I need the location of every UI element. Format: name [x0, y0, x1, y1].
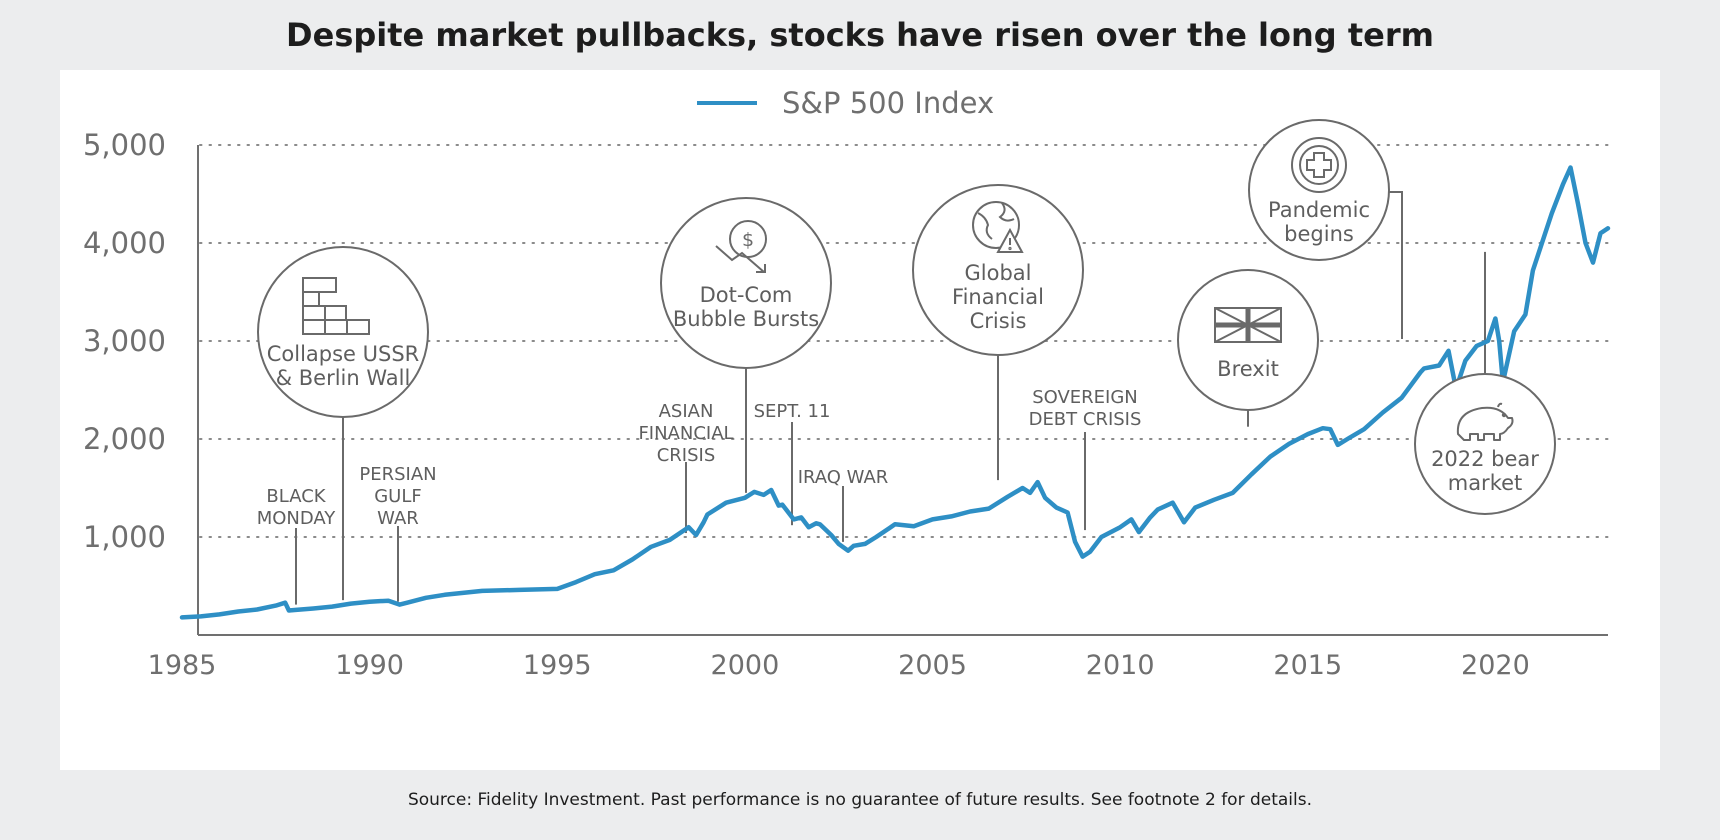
chart-title: Despite market pullbacks, stocks have ri…	[286, 16, 1434, 54]
annotation-label: Crisis	[970, 309, 1027, 333]
annotation-leader	[1389, 191, 1403, 339]
y-tick-label: 5,000	[83, 128, 166, 162]
x-tick-label: 2015	[1273, 650, 1342, 681]
annotation-label: Brexit	[1217, 357, 1279, 381]
annotation-black-monday: BLACK MONDAY	[257, 486, 337, 529]
source-note: Source: Fidelity Investment. Past perfor…	[407, 790, 1313, 810]
annotation-circle	[1414, 373, 1556, 515]
annotation-label: Collapse USSR	[267, 342, 420, 366]
y-tick-label: 4,000	[83, 226, 166, 260]
x-tick-label: 2000	[711, 650, 780, 681]
annotation-label: WAR	[377, 508, 419, 529]
annotation-label: market	[1448, 471, 1523, 495]
annotation-persian-gulf-war: PERSIAN GULF WAR	[359, 464, 436, 529]
x-tick-label: 2010	[1086, 650, 1155, 681]
annotation-label: GULF	[374, 486, 422, 507]
annotation-label: Global	[965, 261, 1032, 285]
annotation-label: FINANCIAL	[638, 423, 733, 444]
y-axis-ticks: 1,000 2,000 3,000 4,000 5,000	[83, 128, 166, 554]
globe-warning-icon	[972, 201, 1024, 253]
annotation-leaders	[295, 191, 1486, 605]
medical-cross-icon	[1291, 137, 1347, 193]
brick-wall-icon	[302, 277, 370, 335]
annotation-circle	[1248, 119, 1390, 261]
annotation-label: Financial	[952, 285, 1044, 309]
annotation-label: SOVEREIGN	[1032, 387, 1138, 408]
union-jack-icon	[1214, 307, 1282, 343]
legend-label: S&P 500 Index	[782, 86, 994, 120]
annotation-label: SEPT. 11	[754, 401, 831, 422]
annotation-label: Bubble Bursts	[673, 307, 819, 331]
dollar-down-icon: $	[715, 220, 767, 273]
annotation-label: MONDAY	[257, 508, 337, 529]
legend: S&P 500 Index	[697, 86, 994, 120]
y-tick-label: 2,000	[83, 422, 166, 456]
annotation-label: ASIAN	[659, 401, 714, 422]
annotation-circle	[912, 184, 1084, 356]
grid-lines	[199, 144, 1609, 538]
annotation-label: PERSIAN	[359, 464, 436, 485]
annotation-pandemic: Pandemic begins	[1248, 119, 1390, 261]
x-tick-label: 2005	[898, 650, 967, 681]
line-chart: 1,000 2,000 3,000 4,000 5,000 1985 1990 1995 20…	[83, 86, 1611, 681]
annotation-label: Pandemic	[1268, 198, 1370, 222]
annotation-bear-market: 2022 bear market	[1414, 373, 1556, 515]
x-tick-label: 1990	[335, 650, 404, 681]
annotation-label: begins	[1284, 222, 1354, 246]
annotation-sovereign-debt-crisis: SOVEREIGN DEBT CRISIS	[1029, 387, 1142, 430]
annotation-label: BLACK	[266, 486, 326, 507]
annotation-label: Dot-Com	[700, 283, 793, 307]
annotation-brexit: Brexit	[1177, 269, 1319, 411]
annotation-global-financial-crisis: Global Financial Crisis	[912, 184, 1084, 356]
annotation-asian-financial-crisis: ASIAN FINANCIAL CRISIS	[638, 401, 733, 466]
annotation-label: 2022 bear	[1431, 447, 1539, 471]
x-tick-label: 2020	[1461, 650, 1530, 681]
svg-text:$: $	[742, 229, 754, 251]
y-tick-label: 1,000	[83, 520, 166, 554]
annotation-label: DEBT CRISIS	[1029, 409, 1142, 430]
annotation-label: IRAQ WAR	[798, 467, 889, 488]
annotation-dot-com: $ Dot-Com Bubble Bursts	[660, 197, 832, 369]
series-line-sp500	[179, 165, 1611, 620]
x-tick-label: 1995	[523, 650, 592, 681]
annotation-iraq-war: IRAQ WAR	[798, 467, 889, 488]
annotation-collapse-ussr: Collapse USSR & Berlin Wall	[257, 246, 429, 418]
annotation-label: & Berlin Wall	[276, 366, 411, 390]
x-tick-label: 1985	[148, 650, 217, 681]
annotation-circle	[257, 246, 429, 418]
annotation-circle	[660, 197, 832, 369]
annotation-label: CRISIS	[657, 445, 716, 466]
chart-panel: 1,000 2,000 3,000 4,000 5,000 1985 1990 1995 20…	[60, 70, 1660, 770]
bear-icon	[1456, 402, 1514, 441]
annotation-sept-11: SEPT. 11	[754, 401, 831, 422]
y-tick-label: 3,000	[83, 324, 166, 358]
x-axis-ticks: 1985 1990 1995 2000 2005 2010 2015 2020	[148, 650, 1530, 681]
